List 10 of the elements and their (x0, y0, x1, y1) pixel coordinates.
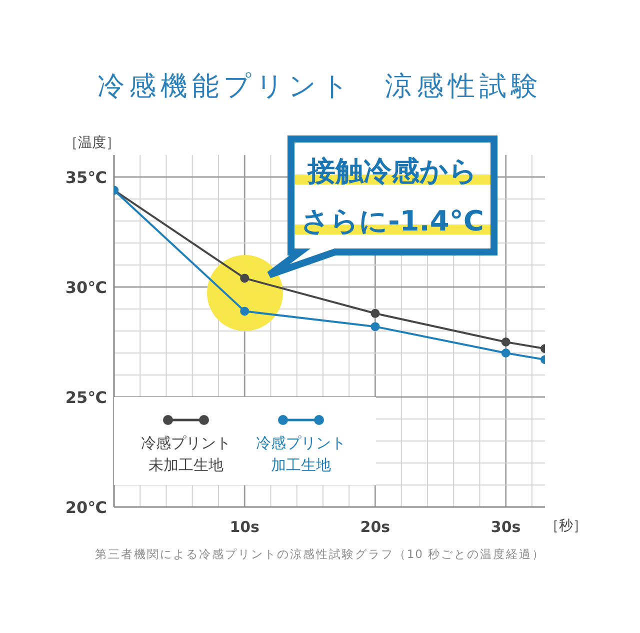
annotation: 第三者機関による冷感プリントの涼感性試験グラフ（10 秒ごとの温度経過） (94, 547, 546, 561)
point (501, 338, 510, 346)
point (370, 308, 380, 318)
point (370, 322, 380, 332)
title: 冷感機能プリント 涼感性試験 (98, 71, 542, 102)
point (240, 274, 250, 283)
point (240, 306, 250, 316)
point (501, 348, 510, 358)
xlabel: ［秒］ (545, 518, 587, 534)
ylabel: ［温度］ (64, 135, 120, 151)
